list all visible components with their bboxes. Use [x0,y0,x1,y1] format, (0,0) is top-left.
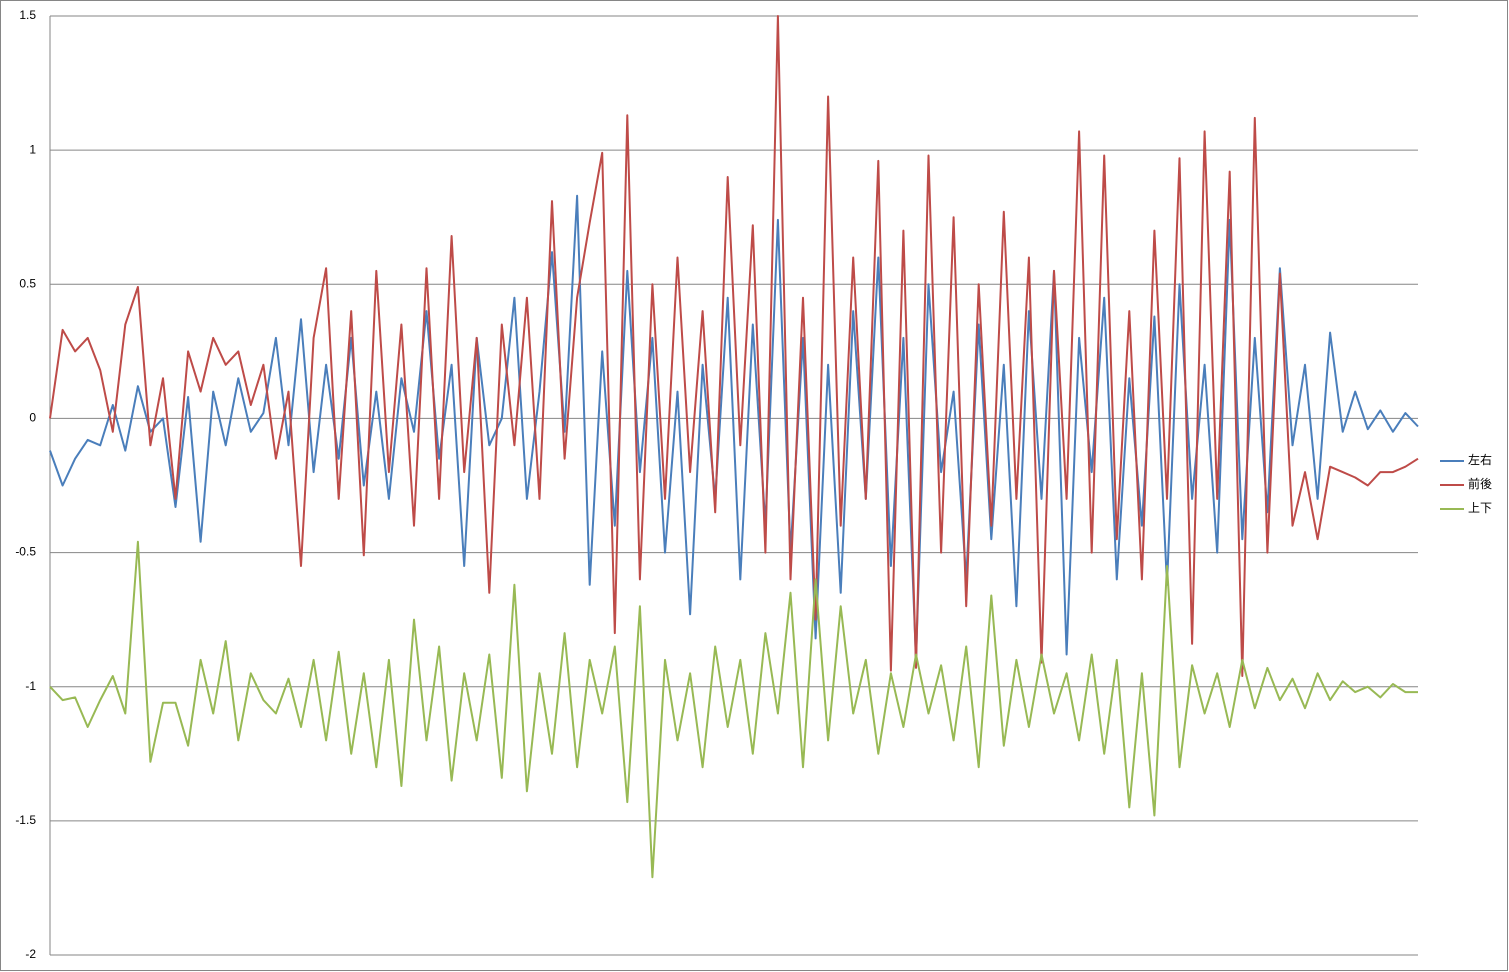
y-tick-label: 1 [29,142,36,156]
y-tick-label: -1.5 [15,813,36,827]
series-line [49,540,1418,879]
y-tick-label: 0 [29,411,36,425]
series-line [49,194,1419,661]
y-tick-label: -2 [25,947,36,961]
y-tick-label: 1.5 [19,8,36,22]
y-tick-label: -0.5 [15,545,36,559]
y-tick-label: -1 [25,679,36,693]
y-tick-label: 0.5 [19,276,36,290]
legend-label: 左右 [1468,452,1492,467]
legend-label: 前後 [1468,476,1492,491]
series-line [49,15,1419,677]
legend-label: 上下 [1468,501,1492,515]
